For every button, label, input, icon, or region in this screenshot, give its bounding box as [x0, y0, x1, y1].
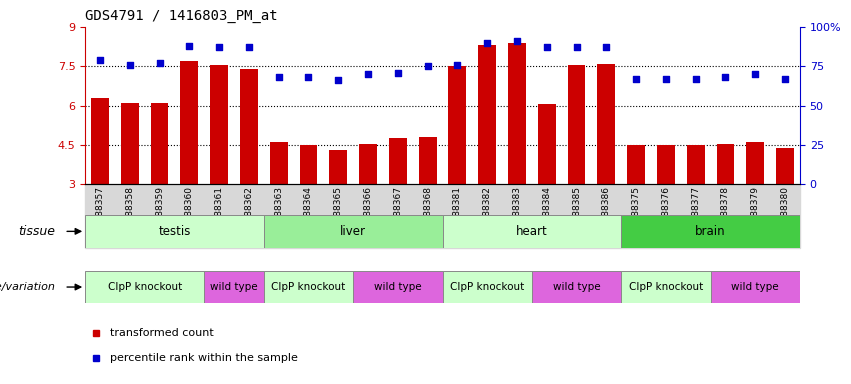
Bar — [443, 215, 621, 248]
Point — [450, 61, 464, 68]
Bar — [151, 103, 168, 184]
Bar — [85, 271, 204, 303]
Bar — [443, 271, 532, 303]
Text: wild type: wild type — [732, 282, 779, 292]
Bar — [687, 145, 705, 184]
Point — [271, 74, 285, 80]
Point — [688, 76, 702, 82]
Bar — [508, 43, 526, 184]
Bar — [746, 142, 764, 184]
Point — [778, 76, 791, 82]
Text: ClpP knockout: ClpP knockout — [629, 282, 703, 292]
Bar — [389, 138, 407, 184]
Bar — [627, 145, 645, 184]
Bar — [448, 66, 466, 184]
Bar — [597, 64, 615, 184]
Bar — [210, 65, 228, 184]
Text: heart: heart — [516, 225, 548, 238]
Bar — [478, 45, 496, 184]
Bar — [329, 150, 347, 184]
Bar — [204, 271, 264, 303]
Bar — [85, 215, 264, 248]
Bar — [657, 145, 675, 184]
Point — [599, 44, 613, 50]
Point — [510, 38, 523, 44]
Bar — [91, 98, 109, 184]
Bar — [264, 271, 353, 303]
Point — [123, 61, 136, 68]
Text: testis: testis — [158, 225, 191, 238]
Point — [331, 77, 345, 83]
Text: ClpP knockout: ClpP knockout — [450, 282, 524, 292]
Bar — [264, 215, 443, 248]
Text: tissue: tissue — [19, 225, 55, 238]
Point — [569, 44, 583, 50]
Point — [420, 63, 434, 70]
Text: genotype/variation: genotype/variation — [0, 282, 55, 292]
Bar — [359, 144, 377, 184]
Point — [540, 44, 553, 50]
Point — [629, 76, 643, 82]
Bar — [717, 144, 734, 184]
Bar — [711, 271, 800, 303]
Point — [748, 71, 762, 77]
Bar — [270, 142, 288, 184]
Text: brain: brain — [695, 225, 726, 238]
Point — [361, 71, 374, 77]
Bar — [621, 215, 800, 248]
Point — [212, 44, 226, 50]
Bar — [568, 65, 585, 184]
Point — [242, 44, 255, 50]
Point — [718, 74, 732, 80]
Bar — [538, 104, 556, 184]
Bar — [532, 271, 621, 303]
Text: transformed count: transformed count — [110, 328, 214, 338]
Point — [391, 70, 404, 76]
Point — [659, 76, 672, 82]
Bar — [300, 145, 317, 184]
Text: ClpP knockout: ClpP knockout — [271, 282, 346, 292]
Bar — [419, 137, 437, 184]
Text: GDS4791 / 1416803_PM_at: GDS4791 / 1416803_PM_at — [85, 9, 277, 23]
Text: wild type: wild type — [553, 282, 600, 292]
Point — [480, 40, 494, 46]
Bar — [121, 103, 139, 184]
Point — [94, 57, 107, 63]
Text: wild type: wild type — [374, 282, 421, 292]
Text: wild type: wild type — [210, 282, 258, 292]
Text: percentile rank within the sample: percentile rank within the sample — [110, 353, 298, 362]
Bar — [776, 147, 794, 184]
Bar — [621, 271, 711, 303]
Point — [182, 43, 196, 49]
Bar — [240, 69, 258, 184]
Point — [301, 74, 315, 80]
Point — [153, 60, 167, 66]
Bar — [353, 271, 443, 303]
Text: ClpP knockout: ClpP knockout — [107, 282, 182, 292]
Text: liver: liver — [340, 225, 366, 238]
Bar — [180, 61, 198, 184]
